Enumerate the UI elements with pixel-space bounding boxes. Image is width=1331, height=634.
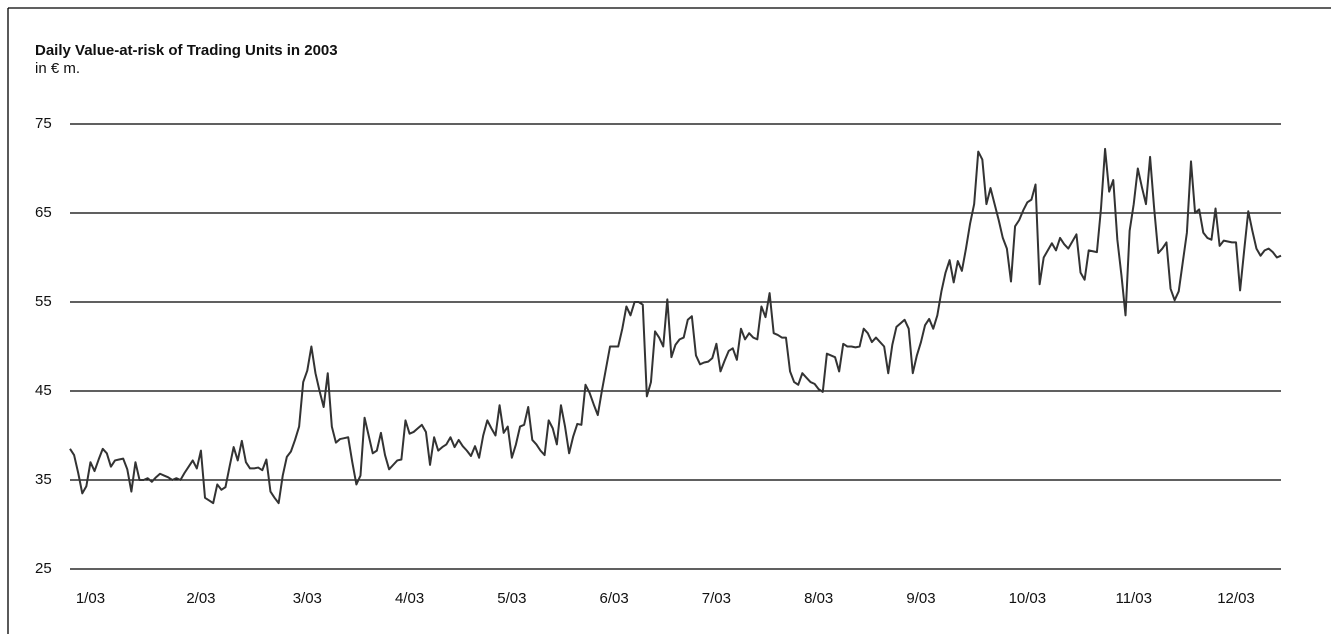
x-tick-label: 5/03 xyxy=(497,590,526,607)
x-tick-label: 11/03 xyxy=(1115,590,1151,607)
x-tick-label: 3/03 xyxy=(293,590,322,607)
x-tick-label: 2/03 xyxy=(186,590,215,607)
y-tick-label: 75 xyxy=(35,115,52,132)
x-tick-label: 7/03 xyxy=(702,590,731,607)
x-tick-label: 8/03 xyxy=(804,590,833,607)
x-tick-label: 1/03 xyxy=(76,590,105,607)
chart-title: Daily Value-at-risk of Trading Units in … xyxy=(35,42,338,59)
y-tick-label: 45 xyxy=(35,382,52,399)
x-tick-label: 12/03 xyxy=(1217,590,1255,607)
y-tick-label: 65 xyxy=(35,204,52,221)
x-tick-label: 10/03 xyxy=(1009,590,1047,607)
x-tick-label: 9/03 xyxy=(906,590,935,607)
y-tick-label: 25 xyxy=(35,560,52,577)
y-tick-label: 55 xyxy=(35,293,52,310)
data-line xyxy=(69,147,1282,505)
x-tick-label: 4/03 xyxy=(395,590,424,607)
y-tick-label: 35 xyxy=(35,471,52,488)
x-tick-label: 6/03 xyxy=(600,590,629,607)
chart-subtitle: in € m. xyxy=(35,60,80,77)
